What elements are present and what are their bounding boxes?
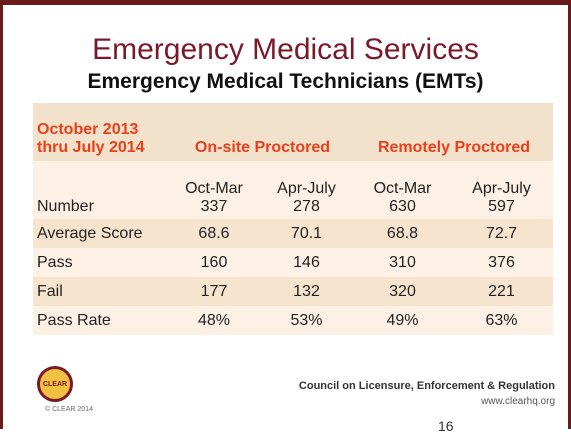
row: Average Score 68.6 70.1 68.8 72.7 bbox=[33, 219, 553, 248]
cell: 177 bbox=[170, 277, 258, 306]
cell: 221 bbox=[450, 277, 553, 306]
cell: 310 bbox=[355, 248, 450, 277]
copyright: © CLEAR 2014 bbox=[45, 406, 93, 413]
organization: Council on Licensure, Enforcement & Regu… bbox=[298, 380, 555, 392]
subperiod: Oct-Mar bbox=[373, 180, 432, 197]
value: 630 bbox=[389, 198, 416, 215]
subtitle: Emergency Medical Technicians (EMTs) bbox=[87, 70, 484, 93]
row-label: Fail bbox=[33, 277, 170, 306]
subperiod: Oct-Mar bbox=[185, 180, 243, 197]
cell: 68.8 bbox=[355, 219, 450, 248]
cell: 63% bbox=[450, 306, 553, 335]
cell: 53% bbox=[258, 306, 355, 335]
row: Pass Rate 48% 53% 49% 63% bbox=[33, 306, 553, 335]
cell: 132 bbox=[258, 277, 355, 306]
cell: 49% bbox=[355, 306, 450, 335]
group: Remotely Proctored bbox=[355, 103, 553, 161]
subperiod: Apr-July bbox=[277, 180, 336, 197]
row: Fail 177 132 320 221 bbox=[33, 277, 553, 306]
period-line: October 2013 bbox=[37, 121, 139, 138]
url: www.clearhq.org bbox=[481, 396, 555, 407]
cell: Oct-Mar 337 bbox=[170, 161, 258, 219]
row-label: Pass bbox=[33, 248, 170, 277]
group: On-site Proctored bbox=[170, 103, 355, 161]
cell: 48% bbox=[170, 306, 258, 335]
value: 278 bbox=[293, 198, 320, 215]
cell: Oct-Mar 630 bbox=[355, 161, 450, 219]
period: October 2013 thru July 2014 bbox=[33, 103, 170, 161]
subperiod: Apr-July bbox=[472, 180, 531, 197]
title: Emergency Medical Services bbox=[92, 33, 479, 66]
row-label: Pass Rate bbox=[33, 306, 170, 335]
cell: 72.7 bbox=[450, 219, 553, 248]
value: 337 bbox=[200, 198, 228, 215]
row: Number Oct-Mar 337 Apr-July 278 Oct-Mar 630… bbox=[33, 161, 553, 219]
cell: Apr-July 278 bbox=[258, 161, 355, 219]
table: October 2013 thru July 2014 On-site Proct… bbox=[33, 103, 553, 335]
page-number: 16 bbox=[438, 418, 454, 434]
row: Pass 160 146 310 376 bbox=[33, 248, 553, 277]
row-label: Average Score bbox=[33, 219, 170, 248]
period-line: thru July 2014 bbox=[37, 139, 145, 156]
cell: 320 bbox=[355, 277, 450, 306]
cell: 146 bbox=[258, 248, 355, 277]
logo: CLEAR bbox=[37, 366, 73, 402]
header-row: October 2013 thru July 2014 On-site Proct… bbox=[33, 103, 553, 161]
cell: Apr-July 597 bbox=[450, 161, 553, 219]
value: 597 bbox=[488, 198, 515, 215]
cell: 68.6 bbox=[170, 219, 258, 248]
cell: 70.1 bbox=[258, 219, 355, 248]
cell: 376 bbox=[450, 248, 553, 277]
row-label: Number bbox=[33, 161, 170, 219]
cell: 160 bbox=[170, 248, 258, 277]
